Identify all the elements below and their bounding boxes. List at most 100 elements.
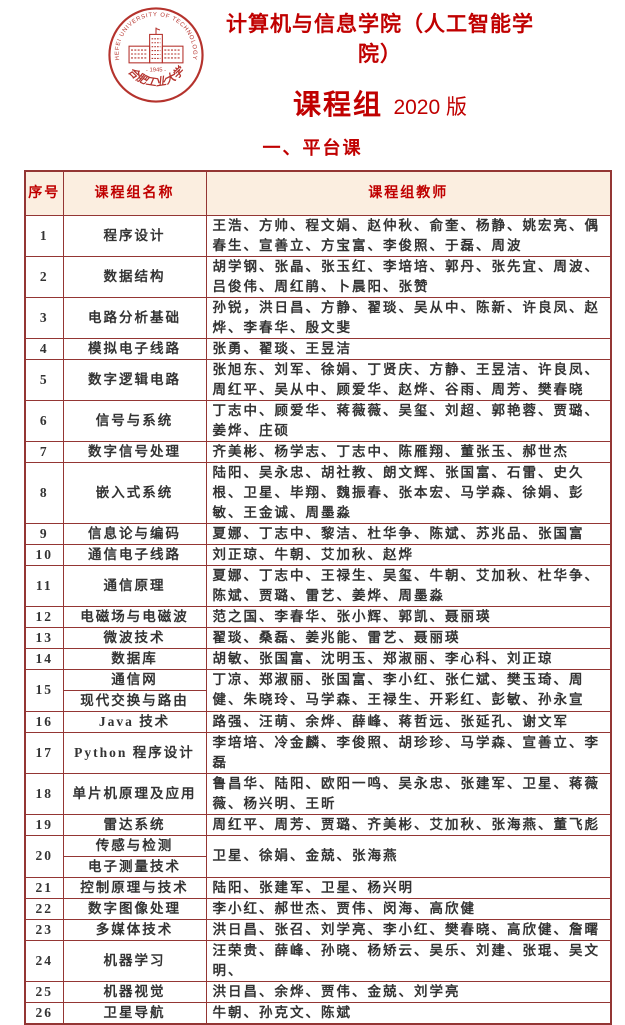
table-row: 18 单片机原理及应用 鲁昌华、陆阳、欧阳一鸣、吴永忠、张建军、卫星、蒋薇薇、杨兴明… xyxy=(24,772,612,815)
teachers-cell: 范之国、李春华、张小辉、郭凯、聂丽瑛 xyxy=(205,605,612,628)
row-number-cell: 19 xyxy=(24,813,64,836)
teachers-cell: 丁志中、顾爱华、蒋薇薇、吴玺、刘超、郭艳蓉、贾璐、姜烨、庄硕 xyxy=(205,399,612,442)
row-number-cell: 20 xyxy=(24,834,64,878)
table-row: 3 电路分析基础 孙锐，洪日昌、方静、翟琰、吴从中、陈新、许良凤、赵烨、李春华、殷文… xyxy=(24,296,612,339)
course-name-cell: 控制原理与技术 xyxy=(62,876,207,899)
row-number-cell: 7 xyxy=(24,440,64,463)
row-number-cell: 10 xyxy=(24,543,64,566)
row-number-cell: 21 xyxy=(24,876,64,899)
row-number-cell: 8 xyxy=(24,461,64,524)
table-row: 10 通信电子线路 刘正琼、牛朝、艾加秋、赵烨 xyxy=(24,543,612,566)
row-number-cell: 23 xyxy=(24,918,64,941)
table-row: 22 数字图像处理 李小红、郝世杰、贾伟、闵海、高欣健 xyxy=(24,897,612,920)
column-header-teachers: 课程组教师 xyxy=(205,170,612,216)
header-titles: 计算机与信息学院（人工智能学院） 课程组 2020 版 xyxy=(212,10,548,123)
course-name-cell: Java 技术 xyxy=(62,710,207,733)
table-row: 23 多媒体技术 洪日昌、张召、刘学亮、李小红、樊春晓、高欣健、詹曙 xyxy=(24,918,612,941)
course-table-head: 序号 课程组名称 课程组教师 xyxy=(24,170,612,216)
table-row: 4 模拟电子线路 张勇、翟琰、王昱洁 xyxy=(24,337,612,360)
teachers-cell: 牛朝、孙克文、陈斌 xyxy=(205,1001,612,1024)
course-name-cell: 雷达系统 xyxy=(62,813,207,836)
teachers-cell: 张旭东、刘军、徐娟、丁贤庆、方静、王昱洁、许良凤、周红平、吴从中、顾爱华、赵烨、… xyxy=(205,358,612,401)
table-row: 7 数字信号处理 齐美彬、杨学志、丁志中、陈雁翔、董张玉、郝世杰 xyxy=(24,440,612,463)
teachers-cell: 王浩、方帅、程文娟、赵仲秋、俞奎、杨静、姚宏亮、偶春生、宣善立、方宝富、李俊照、… xyxy=(205,214,612,257)
course-name-cell: 通信网 现代交换与路由 xyxy=(62,668,207,712)
row-number-cell: 9 xyxy=(24,522,64,545)
teachers-cell: 陆阳、张建军、卫星、杨兴明 xyxy=(205,876,612,899)
university-seal-logo: HEFEI UNIVERSITY OF TECHNOLOGY xyxy=(107,6,205,104)
table-row: 20 传感与检测 电子测量技术 卫星、徐娟、金兢、张海燕 xyxy=(24,834,612,878)
row-number-cell: 25 xyxy=(24,980,64,1003)
course-name-cell: 数据库 xyxy=(62,647,207,670)
doc-title-line: 课程组 2020 版 xyxy=(212,83,548,123)
university-seal-icon: HEFEI UNIVERSITY OF TECHNOLOGY xyxy=(108,7,204,103)
row-number-cell: 4 xyxy=(24,337,64,360)
table-row: 24 机器学习 汪荣贵、薛峰、孙晓、杨矫云、吴乐、刘建、张琨、吴文明、 xyxy=(24,939,612,982)
teachers-cell: 李小红、郝世杰、贾伟、闵海、高欣健 xyxy=(205,897,612,920)
teachers-cell: 孙锐，洪日昌、方静、翟琰、吴从中、陈新、许良凤、赵烨、李春华、殷文斐 xyxy=(205,296,612,339)
course-subname: 现代交换与路由 xyxy=(63,689,206,711)
teachers-cell: 翟琰、桑磊、姜兆能、雷艺、聂丽瑛 xyxy=(205,626,612,649)
table-row: 25 机器视觉 洪日昌、余烨、贾伟、金兢、刘学亮 xyxy=(24,980,612,1003)
teachers-cell: 陆阳、吴永忠、胡社教、朗文辉、张国富、石雷、史久根、卫星、毕翔、魏振春、张本宏、… xyxy=(205,461,612,524)
table-row: 21 控制原理与技术 陆阳、张建军、卫星、杨兴明 xyxy=(24,876,612,899)
course-name-cell: 数字图像处理 xyxy=(62,897,207,920)
course-name-cell: 电磁场与电磁波 xyxy=(62,605,207,628)
teachers-cell: 洪日昌、张召、刘学亮、李小红、樊春晓、高欣健、詹曙 xyxy=(205,918,612,941)
row-number-cell: 22 xyxy=(24,897,64,920)
teachers-cell: 胡敏、张国富、沈明玉、郑淑丽、李心科、刘正琼 xyxy=(205,647,612,670)
course-name-cell: 卫星导航 xyxy=(62,1001,207,1024)
header-row: 序号 课程组名称 课程组教师 xyxy=(24,170,612,216)
teachers-cell: 丁凉、郑淑丽、张国富、李小红、张仁斌、樊玉琦、周健、朱晓玲、马学森、王禄生、开彩… xyxy=(205,668,612,712)
seal-year-text: - 1945 - xyxy=(146,68,166,74)
teachers-cell: 鲁昌华、陆阳、欧阳一鸣、吴永忠、张建军、卫星、蒋薇薇、杨兴明、王昕 xyxy=(205,772,612,815)
course-name-cell: 单片机原理及应用 xyxy=(62,772,207,815)
doc-title: 课程组 xyxy=(292,89,383,120)
course-name-cell: 数字信号处理 xyxy=(62,440,207,463)
table-row: 16 Java 技术 路强、汪萌、余烨、薛峰、蒋哲远、张延孔、谢文军 xyxy=(24,710,612,733)
row-number-cell: 3 xyxy=(24,296,64,339)
table-row: 19 雷达系统 周红平、周芳、贾璐、齐美彬、艾加秋、张海燕、董飞彪 xyxy=(24,813,612,836)
row-number-cell: 16 xyxy=(24,710,64,733)
row-number-cell: 14 xyxy=(24,647,64,670)
course-name-cell: 电路分析基础 xyxy=(62,296,207,339)
course-table: 序号 课程组名称 课程组教师 1 程序设计 王浩、方帅、程文娟、赵仲秋、俞奎、杨静、… xyxy=(24,170,612,1025)
table-row: 14 数据库 胡敏、张国富、沈明玉、郑淑丽、李心科、刘正琼 xyxy=(24,647,612,670)
row-number-cell: 1 xyxy=(24,214,64,257)
table-row: 2 数据结构 胡学钢、张晶、张玉红、李培培、郭丹、张先宜、周波、吕俊伟、周红鹃、卜晨… xyxy=(24,255,612,298)
table-row: 26 卫星导航 牛朝、孙克文、陈斌 xyxy=(24,1001,612,1024)
table-row: 17 Python 程序设计 李培培、冷金麟、李俊照、胡珍珍、马学森、宣善立、李磊 xyxy=(24,731,612,774)
teachers-cell: 夏娜、丁志中、王禄生、吴玺、牛朝、艾加秋、杜华争、陈斌、贾璐、雷艺、姜烨、周墨淼 xyxy=(205,564,612,607)
course-table-body: 1 程序设计 王浩、方帅、程文娟、赵仲秋、俞奎、杨静、姚宏亮、偶春生、宣善立、方宝富… xyxy=(24,214,612,1024)
course-name-cell: 数据结构 xyxy=(62,255,207,298)
table-row: 11 通信原理 夏娜、丁志中、王禄生、吴玺、牛朝、艾加秋、杜华争、陈斌、贾璐、雷艺、… xyxy=(24,564,612,607)
doc-version: 2020 版 xyxy=(393,96,468,119)
row-number-cell: 13 xyxy=(24,626,64,649)
course-name-cell: Python 程序设计 xyxy=(62,731,207,774)
course-name-cell: 信号与系统 xyxy=(62,399,207,442)
course-name-cell: 嵌入式系统 xyxy=(62,461,207,524)
teachers-cell: 夏娜、丁志中、黎洁、杜华争、陈斌、苏兆品、张国富 xyxy=(205,522,612,545)
teachers-cell: 齐美彬、杨学志、丁志中、陈雁翔、董张玉、郝世杰 xyxy=(205,440,612,463)
table-row: 1 程序设计 王浩、方帅、程文娟、赵仲秋、俞奎、杨静、姚宏亮、偶春生、宣善立、方宝富… xyxy=(24,214,612,257)
course-subname: 传感与检测 xyxy=(95,837,174,853)
row-number-cell: 15 xyxy=(24,668,64,712)
teachers-cell: 汪荣贵、薛峰、孙晓、杨矫云、吴乐、刘建、张琨、吴文明、 xyxy=(205,939,612,982)
course-name-cell: 通信电子线路 xyxy=(62,543,207,566)
college-title: 计算机与信息学院（人工智能学院） xyxy=(226,13,534,66)
course-subname: 电子测量技术 xyxy=(63,855,206,877)
table-row: 8 嵌入式系统 陆阳、吴永忠、胡社教、朗文辉、张国富、石雷、史久根、卫星、毕翔、魏振… xyxy=(24,461,612,524)
row-number-cell: 18 xyxy=(24,772,64,815)
row-number-cell: 26 xyxy=(24,1001,64,1024)
row-number-cell: 12 xyxy=(24,605,64,628)
course-name-cell: 微波技术 xyxy=(62,626,207,649)
seal-building-icon xyxy=(128,27,184,64)
teachers-cell: 路强、汪萌、余烨、薛峰、蒋哲远、张延孔、谢文军 xyxy=(205,710,612,733)
row-number-cell: 17 xyxy=(24,731,64,774)
course-name-cell: 程序设计 xyxy=(62,214,207,257)
table-row: 13 微波技术 翟琰、桑磊、姜兆能、雷艺、聂丽瑛 xyxy=(24,626,612,649)
course-name-cell: 模拟电子线路 xyxy=(62,337,207,360)
course-name-cell: 信息论与编码 xyxy=(62,522,207,545)
table-row: 15 通信网 现代交换与路由 丁凉、郑淑丽、张国富、李小红、张仁斌、樊玉琦、周健、朱晓… xyxy=(24,668,612,712)
